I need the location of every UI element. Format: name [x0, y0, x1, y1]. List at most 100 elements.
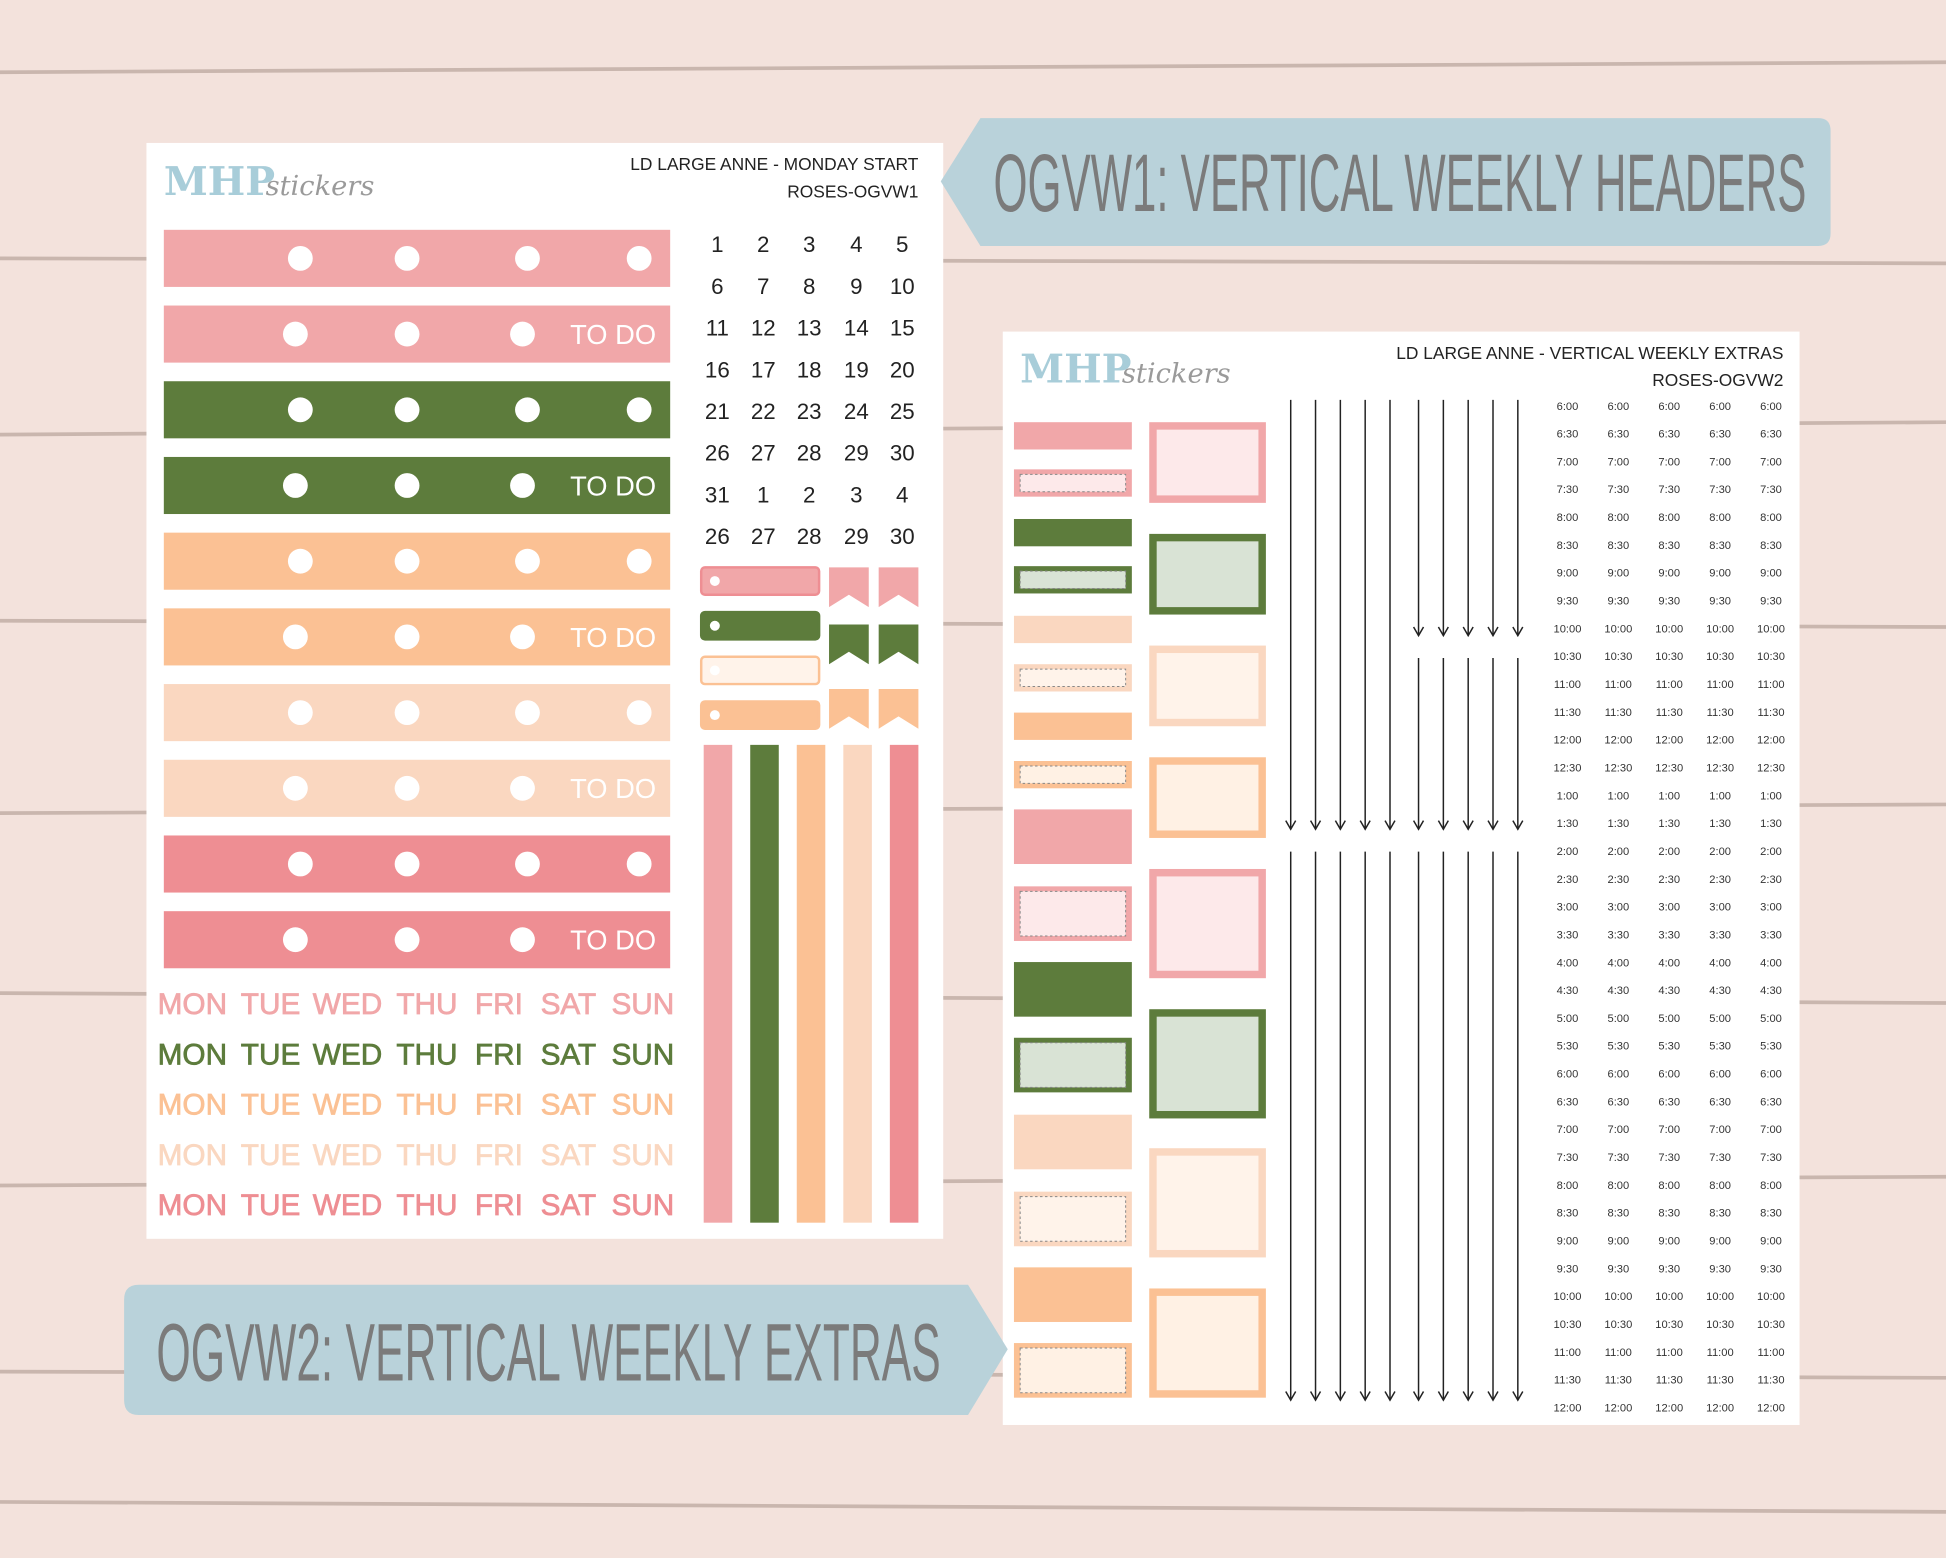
date-number: 12: [751, 316, 776, 341]
punch-dot: [515, 700, 540, 726]
time-label: 7:30: [1658, 484, 1680, 496]
weekday-sticker: FRI: [475, 1038, 523, 1071]
box-strip-inner: [1019, 890, 1127, 937]
time-label: 6:00: [1709, 1069, 1731, 1081]
vertical-strip: [750, 744, 779, 1223]
time-label: 2:30: [1557, 874, 1579, 886]
time-label: 9:00: [1658, 1236, 1680, 1248]
label-banner: [124, 1284, 1008, 1416]
time-label: 9:30: [1607, 596, 1629, 608]
time-label: 8:30: [1709, 1208, 1731, 1220]
time-label: 6:30: [1760, 1096, 1782, 1108]
weekday-sticker: TUE: [241, 1189, 301, 1222]
time-label: 7:30: [1760, 1152, 1782, 1164]
label-sticker: [699, 700, 821, 730]
date-number: 27: [751, 441, 776, 466]
flag-sticker: [878, 567, 919, 608]
weekday-sticker: MON: [158, 1189, 227, 1222]
arrow-head: [1512, 1391, 1524, 1402]
time-label: 10:00: [1554, 623, 1582, 635]
todo-label: TO DO: [570, 773, 656, 804]
time-label: 12:00: [1655, 735, 1683, 747]
date-number: 11: [706, 316, 729, 341]
time-label: 11:00: [1605, 1347, 1632, 1359]
date-number: 22: [751, 399, 776, 424]
flag-sticker: [829, 624, 869, 665]
time-label: 4:30: [1709, 985, 1731, 997]
time-label: 7:00: [1709, 1124, 1731, 1136]
weekday-sticker: TUE: [241, 988, 301, 1021]
weekday-sticker: SAT: [541, 1038, 597, 1071]
time-label: 1:00: [1709, 790, 1731, 802]
punch-dot: [394, 473, 420, 498]
weekday-sticker: FRI: [475, 1189, 523, 1222]
time-label: 1:30: [1557, 818, 1579, 830]
weekday-sticker: MON: [158, 1139, 227, 1172]
time-label: 11:30: [1656, 1375, 1683, 1387]
weekday-sticker: FRI: [475, 988, 523, 1021]
time-label: 1:00: [1760, 790, 1782, 802]
time-label: 11:30: [1656, 707, 1683, 719]
time-label: 9:00: [1658, 568, 1680, 580]
punch-dot: [394, 321, 420, 347]
time-label: 4:30: [1557, 985, 1579, 997]
sheet-code: ROSES-OGVW1: [787, 182, 918, 202]
arrow-head: [1487, 1391, 1499, 1402]
time-label: 10:00: [1554, 1291, 1582, 1303]
time-label: 7:30: [1760, 484, 1782, 496]
time-label: 4:00: [1760, 957, 1782, 969]
date-number: 14: [844, 316, 869, 341]
label-hole: [709, 576, 720, 587]
punch-dot: [282, 927, 308, 953]
time-label: 3:30: [1607, 929, 1629, 941]
time-label: 5:00: [1709, 1013, 1731, 1025]
time-label: 7:00: [1607, 456, 1629, 468]
weekday-sticker: FRI: [475, 1139, 523, 1172]
box-strip-inner: [1019, 1347, 1127, 1394]
label-sticker: [699, 566, 821, 596]
time-label: 9:00: [1557, 568, 1579, 580]
vertical-strip: [889, 744, 919, 1223]
time-label: 2:00: [1658, 846, 1680, 858]
punch-dot: [510, 624, 535, 650]
time-label: 10:30: [1655, 1319, 1683, 1331]
flag-sticker: [829, 689, 869, 729]
time-label: 6:30: [1557, 429, 1579, 441]
time-label: 9:00: [1607, 1236, 1629, 1248]
arrow-head: [1462, 820, 1474, 831]
weekday-sticker: THU: [396, 988, 457, 1021]
punch-dot: [515, 245, 540, 271]
arrow-head: [1359, 1391, 1371, 1402]
time-label: 6:30: [1658, 429, 1680, 441]
weekday-sticker: WED: [313, 1139, 382, 1172]
weekday-sticker: WED: [313, 1189, 382, 1222]
punch-dot: [394, 245, 420, 271]
punch-dot: [282, 624, 308, 650]
time-label: 7:00: [1658, 1124, 1680, 1136]
time-label: 2:30: [1658, 874, 1680, 886]
time-label: 3:30: [1658, 929, 1680, 941]
time-label: 10:00: [1706, 623, 1734, 635]
time-label: 8:00: [1709, 512, 1731, 524]
box-strip: [1013, 615, 1132, 644]
time-label: 7:30: [1709, 484, 1731, 496]
time-label: 9:30: [1557, 596, 1579, 608]
time-label: 9:00: [1557, 1236, 1579, 1248]
date-number: 1: [711, 232, 723, 257]
date-number: 31: [705, 482, 730, 507]
time-label: 7:00: [1760, 456, 1782, 468]
arrow-head: [1334, 1391, 1346, 1402]
time-label: 7:30: [1709, 1152, 1731, 1164]
date-number: 10: [890, 274, 915, 299]
time-label: 6:00: [1607, 1069, 1629, 1081]
punch-dot: [287, 397, 313, 423]
time-label: 4:30: [1607, 985, 1629, 997]
time-label: 10:30: [1604, 1319, 1632, 1331]
weekday-sticker: SAT: [541, 1139, 597, 1172]
time-label: 9:00: [1709, 568, 1731, 580]
label-hole: [709, 620, 720, 631]
time-label: 6:30: [1607, 429, 1629, 441]
flag-sticker: [878, 689, 919, 729]
time-label: 11:30: [1757, 707, 1784, 719]
time-label: 10:00: [1757, 1291, 1785, 1303]
